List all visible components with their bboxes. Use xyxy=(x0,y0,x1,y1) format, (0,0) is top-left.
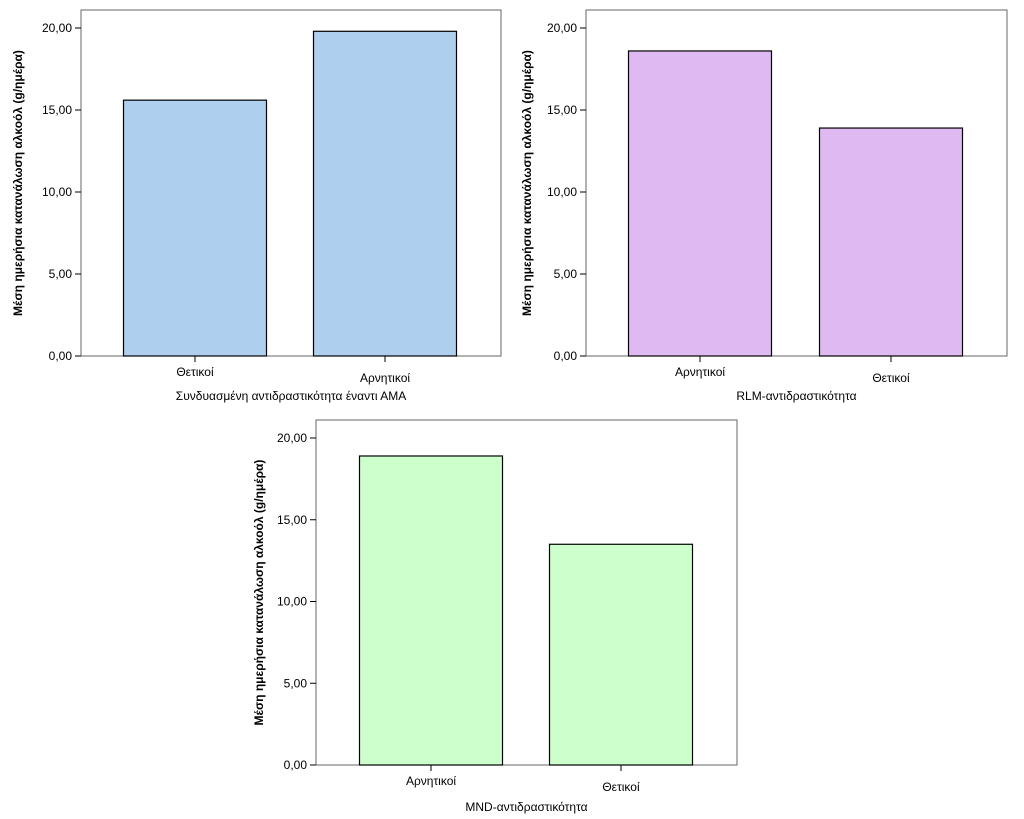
chart-panel-3: 0,00 5,00 10,00 15,00 20,00 Αρνητικοί Θετικοί M… xyxy=(252,419,738,814)
x-axis-label: MND-αντιδραστικότητα xyxy=(465,800,587,814)
y-tick-label: 0,00 xyxy=(284,758,308,772)
chart-panel-2: 0,00 5,00 10,00 15,00 20,00 Αρνητικοί Θετικοί R… xyxy=(520,9,1008,403)
chart-panel-1: 0,00 5,00 10,00 15,00 20,00 Θετικοί Αρνητικοί Σ… xyxy=(11,9,502,403)
y-tick-label: 20,00 xyxy=(42,21,72,35)
y-tick-label: 15,00 xyxy=(42,103,72,117)
x-tick-label: Αρνητικοί xyxy=(675,365,725,379)
bar-1 xyxy=(358,455,504,766)
y-tick-label: 10,00 xyxy=(547,185,577,199)
y-axis-label: Μέση ημερήσια κατανάλωση αλκοόλ (g/ημέρα… xyxy=(520,50,534,316)
bar-2 xyxy=(312,30,458,357)
y-tick-label: 0,00 xyxy=(554,349,578,363)
y-tick-label: 10,00 xyxy=(42,185,72,199)
y-tick-label: 10,00 xyxy=(277,595,307,609)
x-tick-label: Αρνητικοί xyxy=(406,774,456,788)
y-tick-label: 5,00 xyxy=(284,676,308,690)
bar-2 xyxy=(548,543,694,766)
y-tick-label: 0,00 xyxy=(49,349,73,363)
x-tick-label: Θετικοί xyxy=(176,365,214,379)
x-axis-label: Συνδυασμένη αντιδραστικότητα έναντι ΑΜΑ xyxy=(176,389,406,403)
y-tick-label: 20,00 xyxy=(277,431,307,445)
y-axis-label: Μέση ημερήσια κατανάλωση αλκοόλ (g/ημέρα… xyxy=(11,50,25,316)
x-axis-label: RLM-αντιδραστικότητα xyxy=(736,389,856,403)
x-tick-label: Θετικοί xyxy=(602,780,640,794)
y-tick-label: 5,00 xyxy=(49,267,73,281)
y-tick-label: 15,00 xyxy=(547,103,577,117)
bar-2 xyxy=(818,127,964,357)
x-tick-label: Αρνητικοί xyxy=(360,371,410,385)
y-tick-label: 15,00 xyxy=(277,513,307,527)
bar-1 xyxy=(122,99,268,357)
y-tick-label: 20,00 xyxy=(547,21,577,35)
y-axis-label: Μέση ημερήσια κατανάλωση αλκοόλ (g/ημέρα… xyxy=(252,460,266,726)
y-tick-label: 5,00 xyxy=(554,267,578,281)
bar-1 xyxy=(627,50,773,357)
x-tick-label: Θετικοί xyxy=(872,371,910,385)
